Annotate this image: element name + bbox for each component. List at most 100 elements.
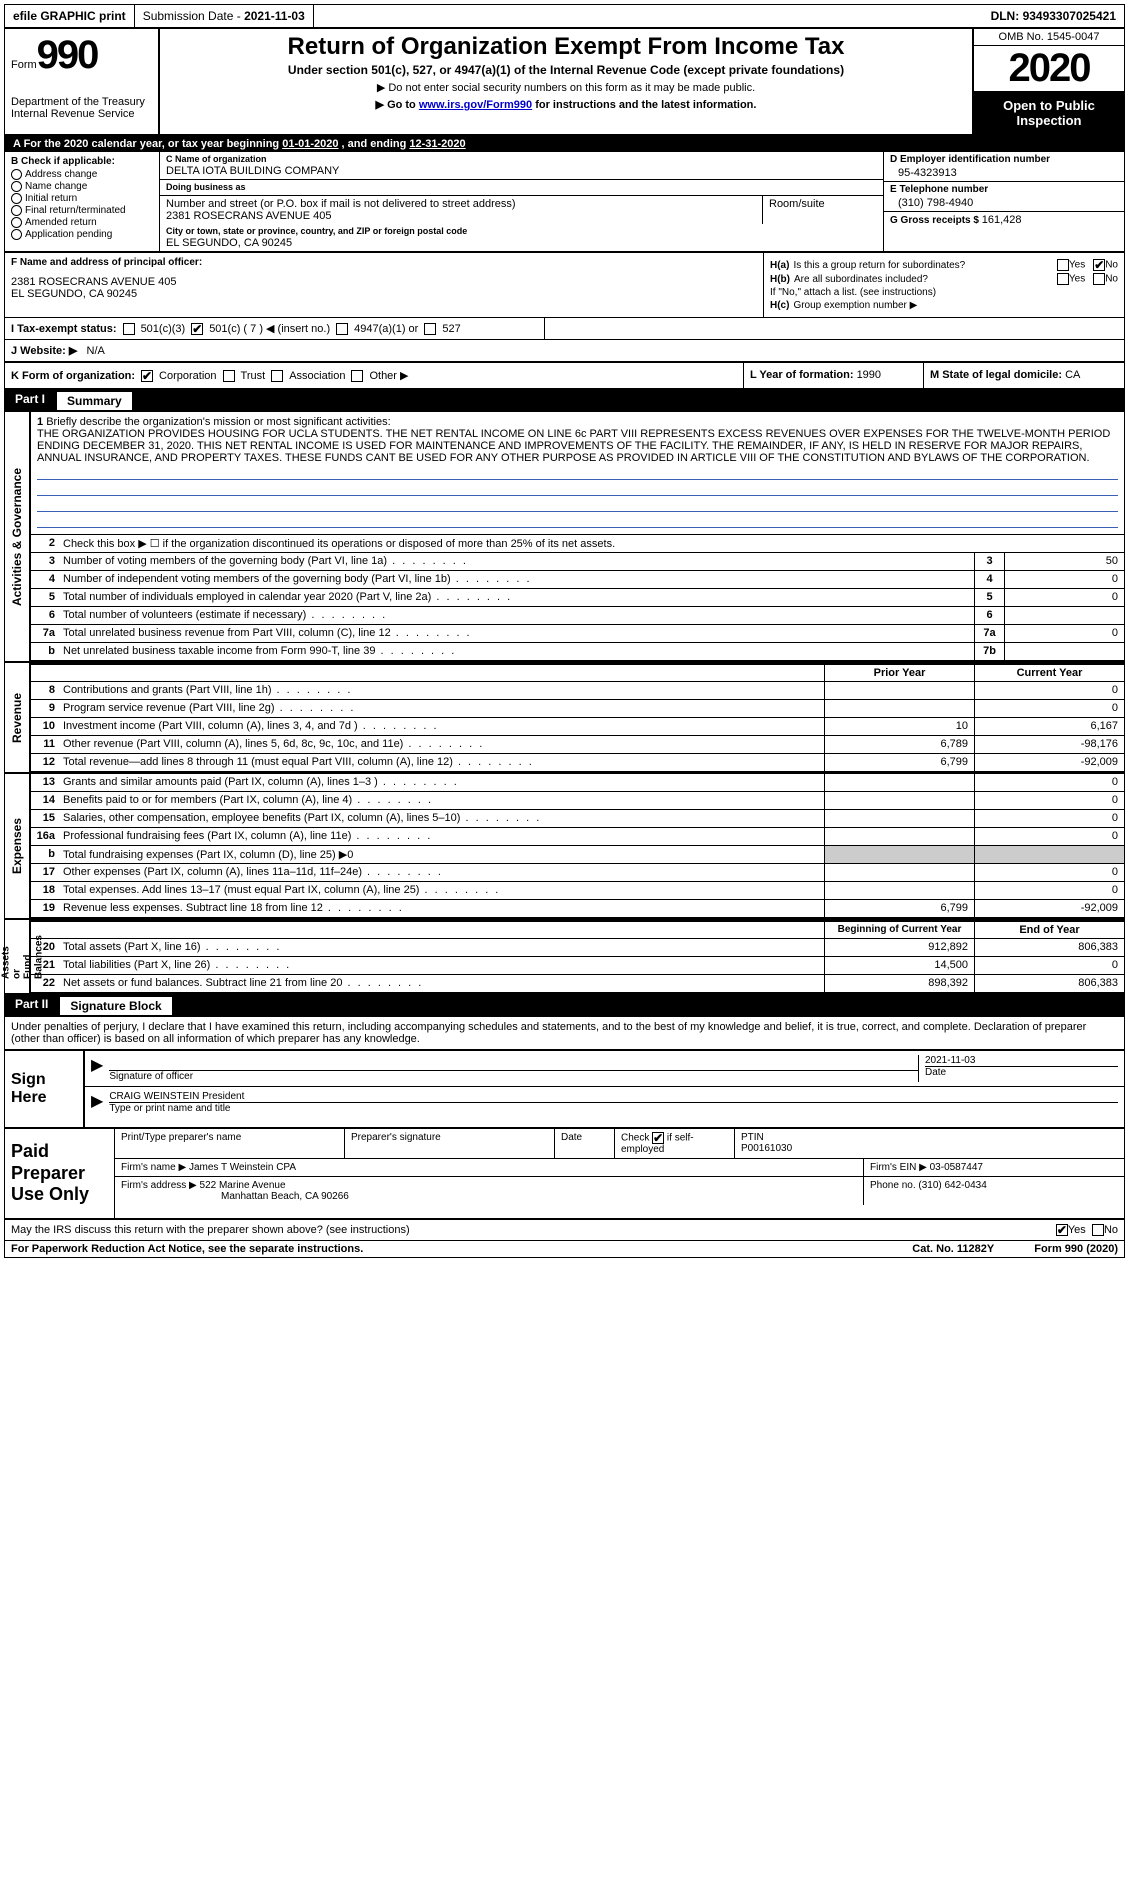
exp-line-b: bTotal fundraising expenses (Part IX, co… — [31, 846, 1124, 864]
gross-cell: G Gross receipts $ 161,428 — [884, 212, 1124, 228]
exp-line-19: 19Revenue less expenses. Subtract line 1… — [31, 900, 1124, 918]
section-bcd: B Check if applicable: Address change Na… — [5, 152, 1124, 253]
part2-header: Part II Signature Block — [5, 995, 1124, 1017]
side-tab-exp: Expenses — [5, 774, 31, 918]
exp-line-13: 13Grants and similar amounts paid (Part … — [31, 774, 1124, 792]
check-application-pending[interactable]: Application pending — [11, 229, 153, 240]
section-c: C Name of organization DELTA IOTA BUILDI… — [160, 152, 884, 251]
paperwork-notice: For Paperwork Reduction Act Notice, see … — [11, 1243, 912, 1255]
sig-name-line: ▶ CRAIG WEINSTEIN President Type or prin… — [85, 1087, 1124, 1118]
side-tab-gov: Activities & Governance — [5, 412, 31, 661]
gov-block: Activities & Governance 1 Briefly descri… — [5, 412, 1124, 663]
i-501c-checkbox[interactable] — [191, 323, 203, 335]
end-year-hdr: End of Year — [974, 922, 1124, 938]
net-block: Net Assets or Fund Balances Beginning of… — [5, 920, 1124, 995]
self-employed-checkbox[interactable] — [652, 1132, 664, 1144]
ein-value: 95-4323913 — [890, 167, 1118, 179]
org-name: DELTA IOTA BUILDING COMPANY — [166, 165, 877, 177]
i-501c3-checkbox[interactable] — [123, 323, 135, 335]
paid-preparer-label: Paid Preparer Use Only — [5, 1129, 115, 1218]
form-number: 990 — [37, 33, 98, 77]
exp-line-16a: 16aProfessional fundraising fees (Part I… — [31, 828, 1124, 846]
i-527-checkbox[interactable] — [424, 323, 436, 335]
dept-label: Department of the Treasury Internal Reve… — [11, 96, 152, 120]
section-i: I Tax-exempt status: 501(c)(3) 501(c) ( … — [5, 318, 545, 339]
k-other-checkbox[interactable] — [351, 370, 363, 382]
city-cell: City or town, state or province, country… — [160, 224, 883, 251]
gov-line-7a: 7aTotal unrelated business revenue from … — [31, 625, 1124, 643]
rev-line-12: 12Total revenue—add lines 8 through 11 (… — [31, 754, 1124, 772]
section-l: L Year of formation: 1990 — [744, 363, 924, 388]
street-row: Number and street (or P.O. box if mail i… — [160, 196, 883, 224]
check-name-change[interactable]: Name change — [11, 181, 153, 192]
section-m: M State of legal domicile: CA — [924, 363, 1124, 388]
line-1-mission: 1 Briefly describe the organization's mi… — [31, 412, 1124, 535]
rev-line-9: 9Program service revenue (Part VIII, lin… — [31, 700, 1124, 718]
topbar: efile GRAPHIC print Submission Date - 20… — [5, 5, 1124, 29]
exp-line-18: 18Total expenses. Add lines 13–17 (must … — [31, 882, 1124, 900]
dba-cell: Doing business as — [160, 180, 883, 196]
sign-here-block: Sign Here ▶ Signature of officer 2021-11… — [5, 1051, 1124, 1129]
check-final-return[interactable]: Final return/terminated — [11, 205, 153, 216]
check-address-change[interactable]: Address change — [11, 169, 153, 180]
cat-number: Cat. No. 11282Y — [912, 1243, 994, 1255]
rev-header-row: Prior Year Current Year — [31, 663, 1124, 682]
form-990-page: efile GRAPHIC print Submission Date - 20… — [4, 4, 1125, 1258]
dln: DLN: 93493307025421 — [983, 5, 1124, 27]
header-right: OMB No. 1545-0047 2020 Open to Public In… — [974, 29, 1124, 134]
begin-year-hdr: Beginning of Current Year — [824, 922, 974, 938]
section-j: J Website: ▶ N/A — [5, 340, 1124, 361]
section-h: H(a) Is this a group return for subordin… — [764, 253, 1124, 317]
gross-receipts: 161,428 — [982, 214, 1022, 226]
k-corp-checkbox[interactable] — [141, 370, 153, 382]
gov-line-b: bNet unrelated business taxable income f… — [31, 643, 1124, 661]
discuss-no-checkbox[interactable] — [1092, 1224, 1104, 1236]
gov-line-6: 6Total number of volunteers (estimate if… — [31, 607, 1124, 625]
sig-officer-line: ▶ Signature of officer 2021-11-03 Date — [85, 1051, 1124, 1087]
efile-label: efile GRAPHIC print — [5, 5, 135, 27]
i-4947-checkbox[interactable] — [336, 323, 348, 335]
irs-link[interactable]: www.irs.gov/Form990 — [419, 99, 532, 111]
form-title: Return of Organization Exempt From Incom… — [168, 33, 964, 61]
section-d: D Employer identification number 95-4323… — [884, 152, 1124, 251]
section-ij: I Tax-exempt status: 501(c)(3) 501(c) ( … — [5, 318, 1124, 340]
gov-line-3: 3Number of voting members of the governi… — [31, 553, 1124, 571]
officer-name: CRAIG WEINSTEIN President — [109, 1091, 1118, 1103]
period-row: A For the 2020 calendar year, or tax yea… — [5, 136, 1124, 152]
rev-block: Revenue Prior Year Current Year 8Contrib… — [5, 663, 1124, 774]
discuss-yes-checkbox[interactable] — [1056, 1224, 1068, 1236]
ha-no-checkbox[interactable] — [1093, 259, 1105, 271]
part1-header: Part I Summary — [5, 390, 1124, 412]
section-h-cont — [545, 318, 1124, 339]
org-name-cell: C Name of organization DELTA IOTA BUILDI… — [160, 152, 883, 180]
check-initial-return[interactable]: Initial return — [11, 193, 153, 204]
check-amended-return[interactable]: Amended return — [11, 217, 153, 228]
rev-line-11: 11Other revenue (Part VIII, column (A), … — [31, 736, 1124, 754]
discuss-row: May the IRS discuss this return with the… — [5, 1220, 1124, 1241]
firm-addr2: Manhattan Beach, CA 90266 — [121, 1191, 349, 1202]
side-tab-net: Net Assets or Fund Balances — [5, 920, 31, 993]
arrow-icon: ▶ — [91, 1055, 103, 1082]
net-line-21: 21Total liabilities (Part X, line 26)14,… — [31, 957, 1124, 975]
mission-text: THE ORGANIZATION PROVIDES HOUSING FOR UC… — [37, 428, 1110, 464]
k-assoc-checkbox[interactable] — [271, 370, 283, 382]
exp-line-14: 14Benefits paid to or for members (Part … — [31, 792, 1124, 810]
officer-addr2: EL SEGUNDO, CA 90245 — [11, 288, 757, 300]
prior-year-hdr: Prior Year — [824, 665, 974, 681]
hb-no-checkbox[interactable] — [1093, 273, 1105, 285]
section-f: F Name and address of principal officer:… — [5, 253, 764, 317]
ha-yes-checkbox[interactable] — [1057, 259, 1069, 271]
section-j-row: J Website: ▶ N/A — [5, 340, 1124, 363]
footer-bar: For Paperwork Reduction Act Notice, see … — [5, 1241, 1124, 1257]
k-trust-checkbox[interactable] — [223, 370, 235, 382]
sig-date: 2021-11-03 — [925, 1055, 1118, 1067]
current-year-hdr: Current Year — [974, 665, 1124, 681]
preparer-header-row: Print/Type preparer's name Preparer's si… — [115, 1129, 1124, 1159]
firm-ein: 03-0587447 — [930, 1162, 983, 1173]
side-tab-rev: Revenue — [5, 663, 31, 772]
form-note-2: ▶ Go to www.irs.gov/Form990 for instruct… — [168, 98, 964, 111]
section-klm: K Form of organization: Corporation Trus… — [5, 363, 1124, 390]
omb-number: OMB No. 1545-0047 — [974, 29, 1124, 46]
exp-line-17: 17Other expenses (Part IX, column (A), l… — [31, 864, 1124, 882]
hb-yes-checkbox[interactable] — [1057, 273, 1069, 285]
